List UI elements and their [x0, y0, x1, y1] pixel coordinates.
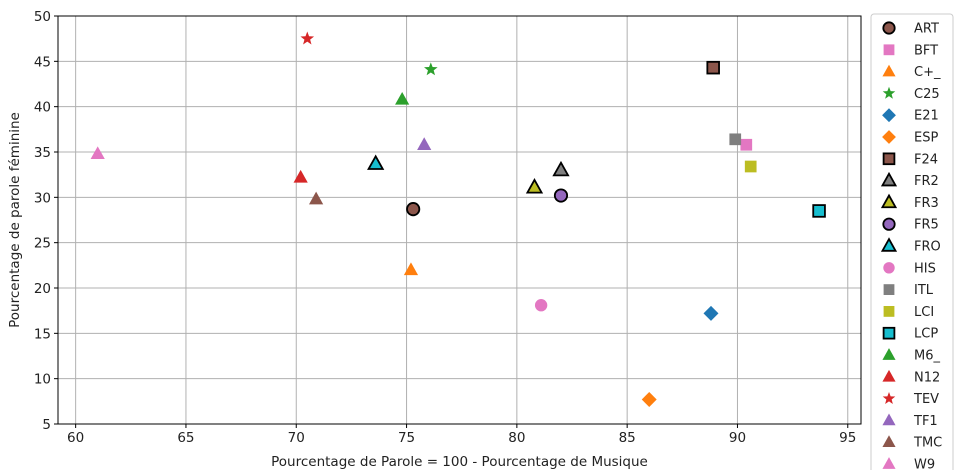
data-point-fro [367, 154, 385, 170]
x-tick-label: 65 [177, 430, 194, 446]
legend-label-lci: LCI [914, 305, 934, 320]
legend-label-c25: C25 [914, 87, 940, 102]
x-tick-label: 85 [619, 430, 636, 446]
legend-marker-n12 [882, 369, 896, 382]
grid-lines [58, 15, 861, 425]
legend-label-c: C+_ [914, 65, 941, 80]
legend: ART BFT C+_ C25 E21 ESP F24 FR2 FR3 FR5 FRO HIS ITL L… [870, 13, 954, 470]
legend-label-fr2: FR2 [914, 174, 939, 189]
data-point-esp [641, 392, 657, 407]
legend-marker-fr3 [880, 193, 898, 209]
legend-marker-f24 [882, 152, 896, 166]
data-point-fr2 [552, 160, 570, 177]
data-point-e21 [703, 305, 719, 321]
y-axis-title: Pourcentage de parole féminine [7, 112, 23, 328]
legend-label-bft: BFT [914, 43, 938, 58]
data-point-art [406, 202, 421, 217]
y-tick-label: 20 [34, 281, 51, 297]
x-tick-label: 75 [398, 430, 415, 446]
data-point-tf1 [417, 137, 432, 150]
legend-label-itl: ITL [914, 283, 934, 298]
data-point-n12 [293, 169, 308, 183]
legend-marker-lcp [882, 326, 896, 340]
legend-label-esp: ESP [914, 131, 938, 146]
legend-label-m6: M6_ [914, 349, 940, 364]
legend-marker-fro [880, 237, 898, 252]
data-points [90, 31, 826, 407]
legend-label-fro: FRO [914, 240, 941, 255]
data-point-his [534, 299, 548, 312]
data-point-c25 [424, 62, 438, 76]
legend-label-e21: E21 [914, 109, 939, 124]
data-point-itl [729, 133, 742, 146]
legend-label-fr3: FR3 [914, 196, 939, 211]
y-tick-label: 10 [34, 372, 51, 388]
legend-label-lcp: LCP [914, 327, 938, 342]
y-tick-label: 45 [34, 54, 51, 70]
legend-marker-tmc [882, 435, 896, 448]
legend-marker-tf1 [882, 413, 896, 426]
legend-label-f24: F24 [914, 152, 938, 167]
legend-label-tev: TEV [913, 392, 939, 407]
axis-ticks: 60 65 70 75 80 85 90 95 5 10 15 20 25 30 35 40 45 50 [34, 9, 857, 446]
data-point-tev [300, 31, 315, 45]
legend-label-n12: N12 [914, 370, 940, 385]
data-point-w9 [90, 146, 105, 160]
legend-marker-w9 [882, 457, 896, 469]
data-point-bft [740, 138, 753, 151]
legend-marker-m6 [882, 348, 896, 360]
y-tick-label: 25 [34, 236, 51, 252]
plot-area-frame [57, 15, 862, 425]
legend-marker-c [882, 64, 896, 77]
legend-marker-e21 [882, 108, 896, 123]
data-point-fr3 [525, 178, 544, 194]
x-tick-label: 70 [288, 430, 305, 446]
data-point-m6 [395, 91, 410, 105]
y-tick-label: 30 [34, 190, 51, 206]
legend-marker-tev [882, 392, 896, 404]
data-point-tmc [309, 191, 324, 205]
x-tick-label: 80 [508, 430, 525, 446]
legend-label-w9: W9_ [914, 458, 942, 470]
legend-marker-fr5 [882, 217, 896, 231]
data-point-fr5 [553, 188, 569, 203]
y-tick-label: 50 [34, 9, 51, 25]
data-point-c [403, 262, 419, 276]
legend-label-tf1: TF1 [913, 414, 938, 429]
data-point-f24 [706, 60, 720, 75]
legend-marker-bft [883, 44, 895, 56]
legend-label-art: ART [914, 22, 939, 37]
data-point-lci [744, 160, 757, 173]
legend-label-tmc: TMC [913, 436, 942, 451]
y-tick-label: 40 [34, 100, 51, 116]
legend-marker-itl [883, 284, 895, 295]
legend-marker-lci [883, 306, 895, 317]
legend-marker-c25 [882, 86, 896, 99]
data-point-lcp [812, 204, 826, 218]
x-axis-title: Pourcentage de Parole = 100 - Pourcentag… [271, 454, 648, 470]
x-tick-label: 90 [729, 430, 746, 446]
y-tick-label: 15 [34, 326, 51, 342]
x-tick-label: 60 [67, 430, 84, 446]
legend-label-his: HIS [914, 261, 936, 276]
x-tick-label: 95 [839, 430, 856, 446]
legend-marker-his [883, 262, 895, 274]
y-tick-label: 5 [42, 417, 51, 433]
legend-label-fr5: FR5 [914, 218, 939, 233]
legend-marker-fr2 [880, 171, 898, 187]
y-tick-label: 35 [34, 145, 51, 161]
legend-marker-esp [882, 130, 896, 144]
legend-marker-art [882, 21, 896, 35]
